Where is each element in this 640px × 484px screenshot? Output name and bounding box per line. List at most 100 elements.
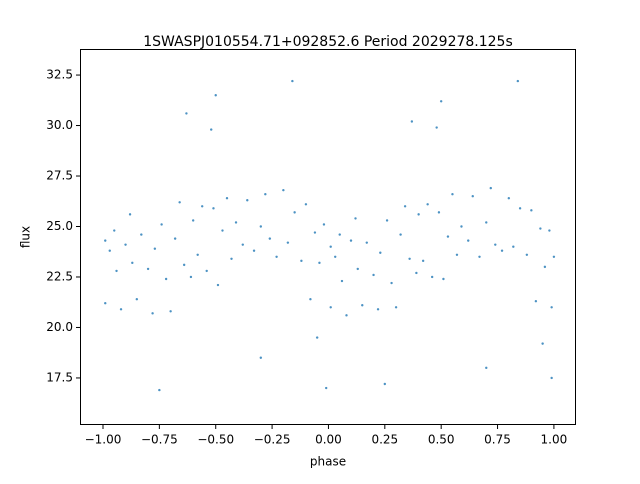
point xyxy=(548,229,551,232)
point xyxy=(467,239,470,242)
point xyxy=(365,241,368,244)
point xyxy=(282,188,285,192)
point xyxy=(525,253,529,256)
point xyxy=(543,265,547,269)
point xyxy=(550,376,553,380)
point xyxy=(518,207,522,210)
point xyxy=(471,195,474,198)
point xyxy=(135,297,139,301)
point xyxy=(153,247,157,250)
point xyxy=(439,100,443,103)
point xyxy=(196,253,199,256)
point xyxy=(268,237,272,240)
point xyxy=(104,302,107,305)
x-tick-label: 0.00 xyxy=(315,433,342,447)
point xyxy=(437,211,441,214)
y-tick-label: 32.5 xyxy=(46,68,73,82)
point xyxy=(376,308,380,311)
point xyxy=(300,259,303,263)
x-tick-label: −0.75 xyxy=(141,433,178,447)
y-axis-label: flux xyxy=(19,226,33,248)
point xyxy=(164,277,168,281)
point xyxy=(410,120,414,123)
point xyxy=(146,267,150,271)
point xyxy=(291,79,294,83)
x-tick-label: −1.00 xyxy=(85,433,122,447)
point xyxy=(485,366,488,370)
point xyxy=(354,217,357,220)
point xyxy=(234,221,238,224)
point xyxy=(205,269,208,273)
point xyxy=(455,253,459,256)
point xyxy=(446,235,450,238)
point xyxy=(390,281,393,285)
point xyxy=(241,243,244,246)
point xyxy=(356,267,359,271)
point xyxy=(252,249,256,252)
point xyxy=(435,126,438,129)
point xyxy=(550,306,553,309)
point xyxy=(329,306,332,309)
x-tick-label: −0.25 xyxy=(254,433,291,447)
point xyxy=(315,336,319,339)
point xyxy=(500,249,504,252)
point xyxy=(408,257,411,261)
x-tick-label: 1.00 xyxy=(541,433,568,447)
point xyxy=(173,237,177,240)
point xyxy=(210,128,213,131)
point xyxy=(293,211,296,214)
y-tick-label: 27.5 xyxy=(46,169,73,183)
point xyxy=(246,199,249,202)
point xyxy=(415,271,418,275)
y-tick-label: 25.0 xyxy=(46,219,73,233)
point xyxy=(182,263,186,267)
point xyxy=(230,257,233,261)
x-tick-label: −0.50 xyxy=(197,433,234,447)
y-tick-label: 22.5 xyxy=(46,269,73,283)
point xyxy=(221,229,224,232)
point xyxy=(530,209,533,212)
point xyxy=(442,277,445,281)
x-tick-label: 0.75 xyxy=(484,433,511,447)
point xyxy=(108,249,111,252)
point xyxy=(460,225,463,228)
point xyxy=(178,201,181,204)
point xyxy=(421,259,425,263)
point xyxy=(329,245,332,248)
point xyxy=(489,186,492,190)
point xyxy=(275,255,278,258)
point xyxy=(124,243,127,246)
point xyxy=(318,261,321,265)
point xyxy=(169,310,172,313)
point xyxy=(485,221,488,224)
point xyxy=(394,306,398,309)
point xyxy=(131,261,134,265)
point xyxy=(552,255,556,258)
point xyxy=(345,314,348,317)
y-tick-label: 30.0 xyxy=(46,118,73,132)
point xyxy=(516,79,520,83)
point xyxy=(259,356,263,359)
point xyxy=(304,203,308,206)
point xyxy=(338,233,341,236)
point xyxy=(372,273,375,277)
x-axis-label: phase xyxy=(310,455,346,469)
point xyxy=(158,388,161,392)
point xyxy=(417,213,420,216)
point xyxy=(214,94,217,97)
point xyxy=(451,192,454,196)
point xyxy=(216,283,220,287)
point xyxy=(334,255,337,258)
point xyxy=(507,197,511,200)
point xyxy=(313,231,317,234)
chart-title: 1SWASPJ010554.71+092852.6 Period 2029278… xyxy=(143,34,513,50)
point xyxy=(340,279,344,283)
point xyxy=(115,269,118,273)
point xyxy=(259,225,263,228)
x-tick-label: 0.50 xyxy=(428,433,455,447)
point xyxy=(541,342,544,345)
point xyxy=(185,112,188,115)
point xyxy=(225,197,229,200)
point xyxy=(128,213,132,216)
